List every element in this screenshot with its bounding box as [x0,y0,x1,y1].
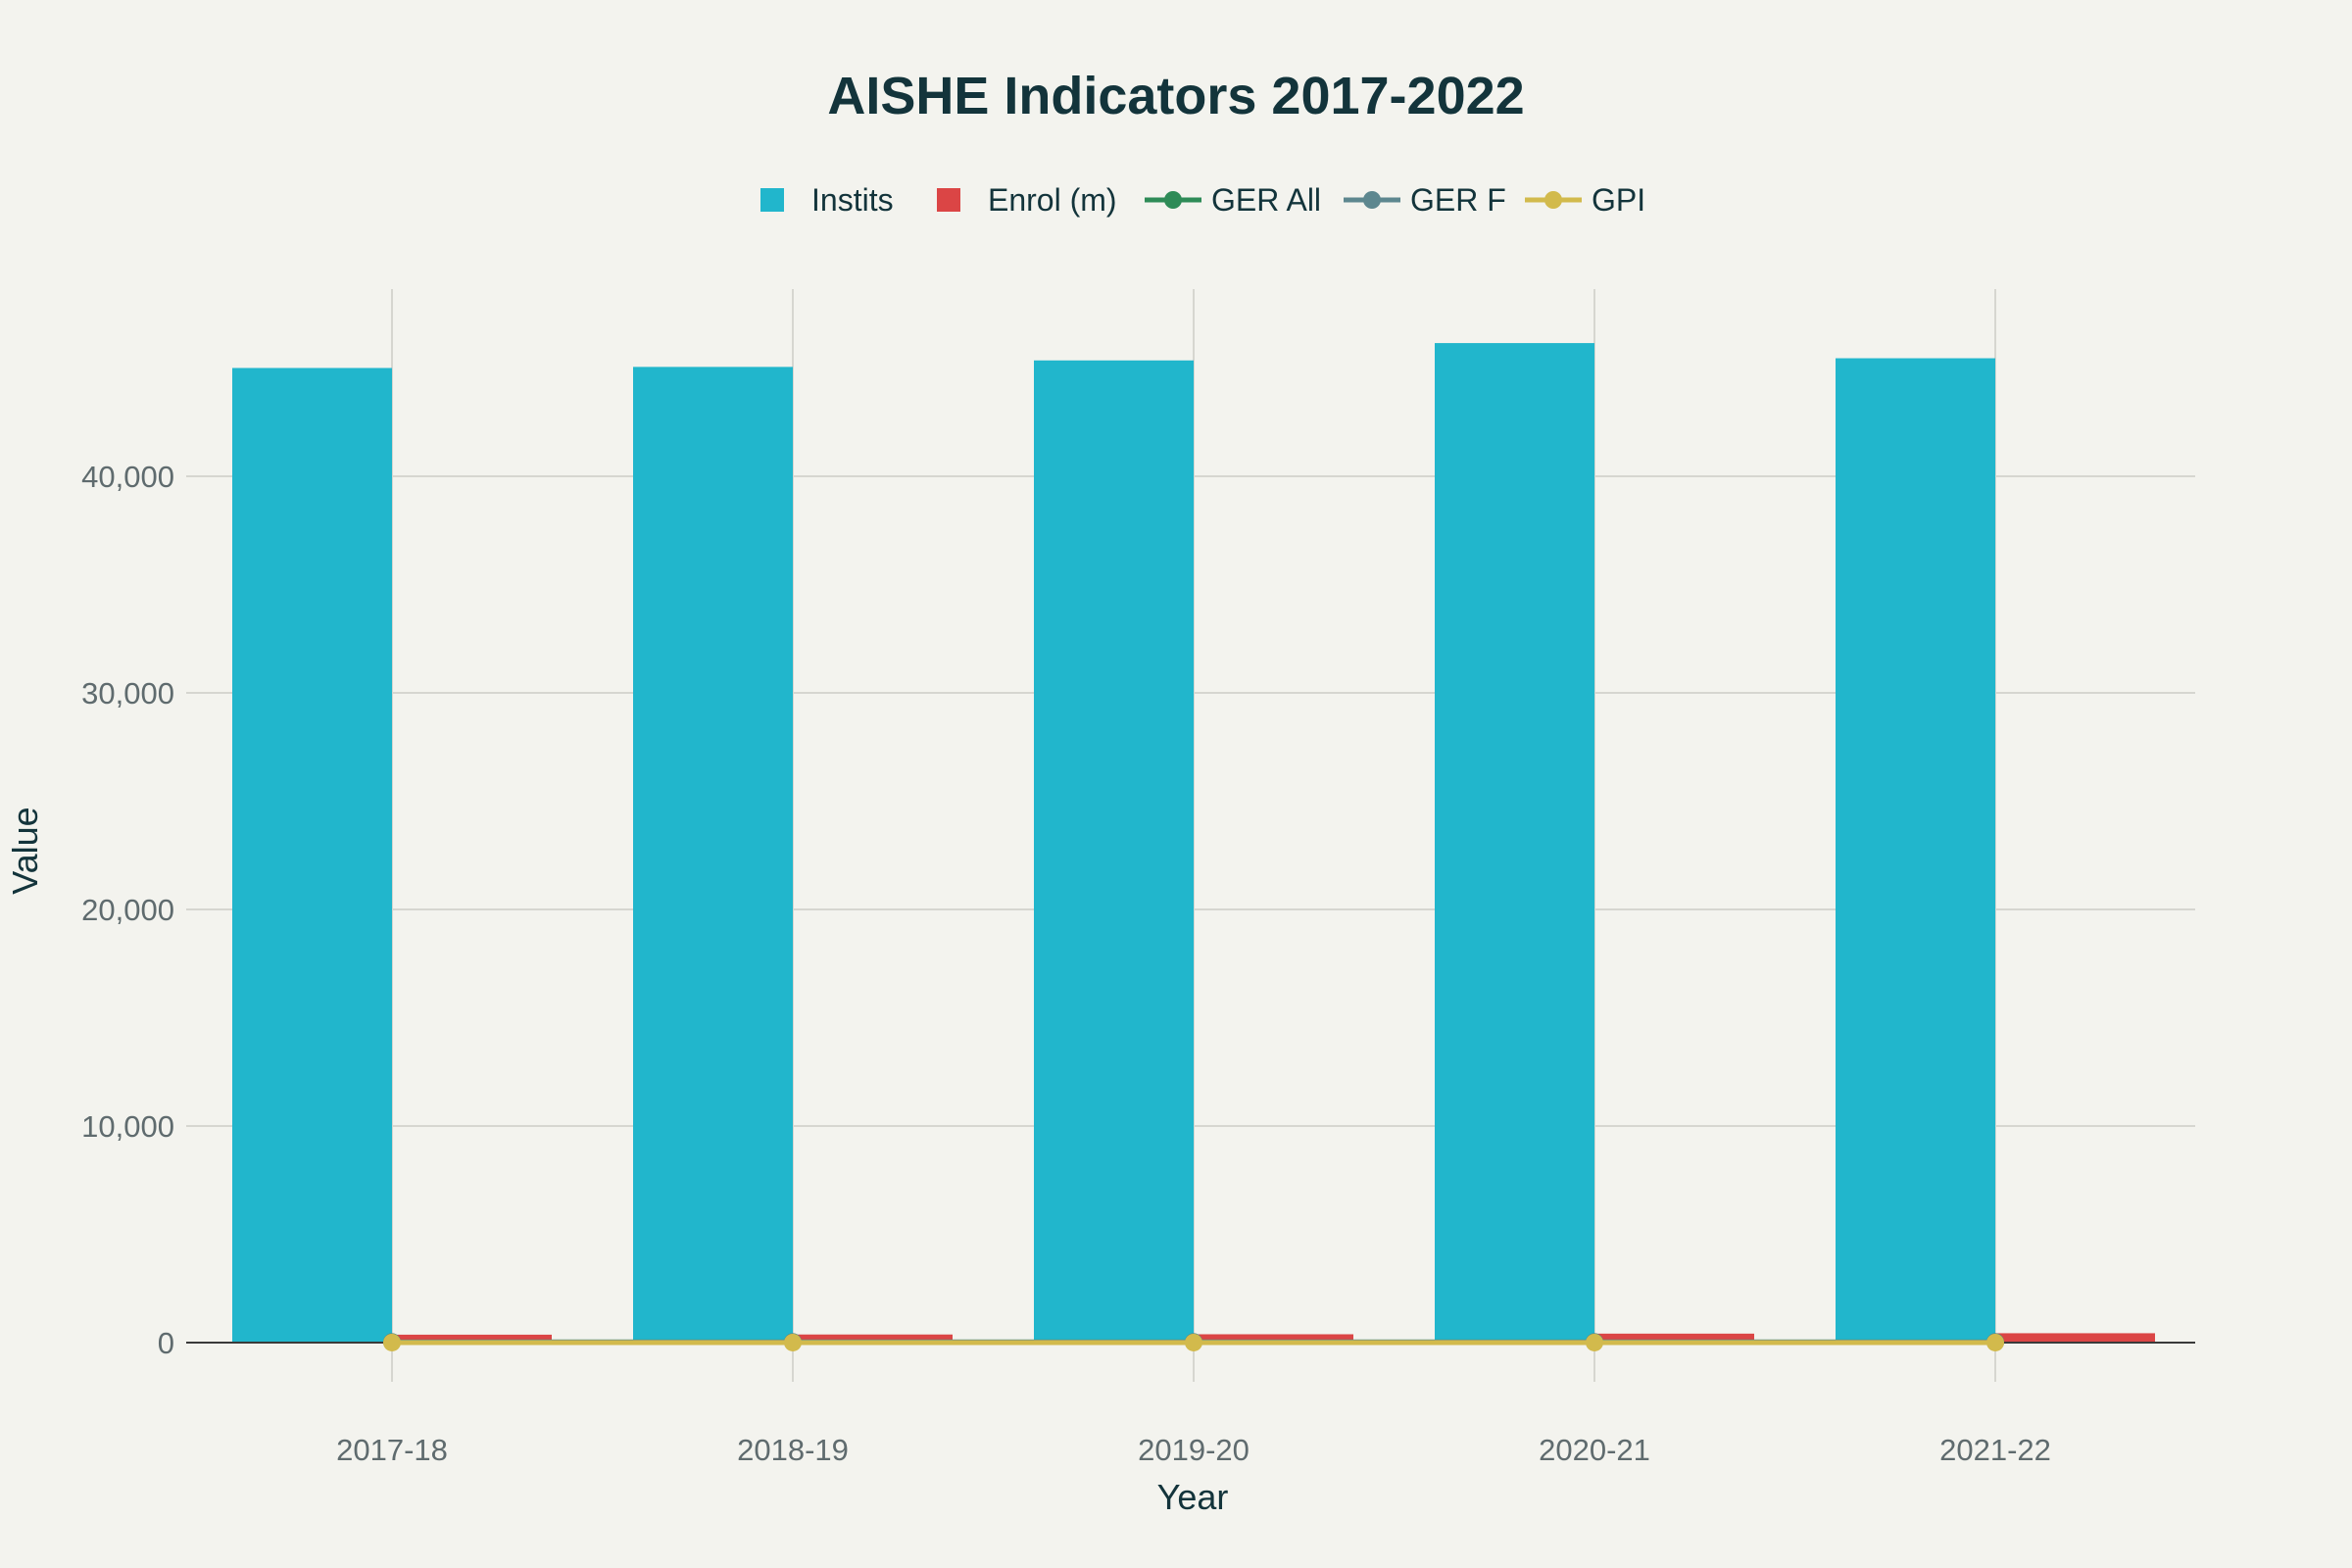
x-tick-label: 2020-21 [1539,1433,1650,1467]
bar-instits-2021-22 [1836,358,1995,1343]
legend-label: GER All [1211,182,1321,218]
bar-enrol-m-2017-18 [392,1334,552,1343]
y-tick-label: 10,000 [81,1109,174,1144]
bar-instits-2019-20 [1034,360,1194,1343]
bar-enrol-m-2020-21 [1594,1333,1754,1343]
x-tick-label: 2021-22 [1939,1433,2051,1467]
x-tick-label: 2018-19 [737,1433,849,1467]
point-gpi-2017-18 [383,1333,401,1351]
bar-instits-2018-19 [633,367,793,1343]
chart-title: AISHE Indicators 2017-2022 [827,67,1524,125]
y-tick-label: 40,000 [81,460,174,494]
legend-item-instits[interactable]: Instits [760,182,894,218]
x-tick-label: 2017-18 [336,1433,448,1467]
x-tick-label: 2019-20 [1138,1433,1250,1467]
x-axis-ticks: 2017-18 2018-19 2019-20 2020-21 2021-22 [336,1433,2051,1467]
legend-swatch-marker [1544,191,1562,209]
legend-swatch-marker [1363,191,1381,209]
legend-label: GPI [1592,182,1645,218]
point-gpi-2018-19 [784,1333,802,1351]
y-axis-ticks: 0 10,000 20,000 30,000 40,000 [81,460,174,1360]
legend-item-gpi[interactable]: GPI [1525,182,1645,218]
legend-label: GER F [1410,182,1506,218]
bar-enrol-m-2018-19 [793,1334,953,1343]
point-gpi-2021-22 [1986,1333,2004,1351]
bar-instits-2020-21 [1435,343,1594,1344]
legend: Instits Enrol (m) GER All GER F GPI [760,182,1645,218]
bars [186,343,2195,1344]
y-axis-title: Value [5,807,45,894]
legend-item-ger-all[interactable]: GER All [1145,182,1321,218]
legend-item-enrol-m[interactable]: Enrol (m) [937,182,1117,218]
bar-enrol-m-2019-20 [1194,1334,1353,1343]
y-tick-label: 30,000 [81,676,174,710]
y-tick-label: 20,000 [81,893,174,927]
legend-label: Instits [811,182,894,218]
legend-item-ger-f[interactable]: GER F [1344,182,1506,218]
legend-label: Enrol (m) [988,182,1117,218]
bar-enrol-m-2021-22 [1995,1333,2155,1343]
x-axis-title: Year [1157,1477,1229,1517]
point-gpi-2019-20 [1185,1333,1202,1351]
bar-instits-2017-18 [232,368,392,1343]
series-lines [383,1333,2004,1351]
legend-swatch-marker [1164,191,1182,209]
point-gpi-2020-21 [1586,1333,1603,1351]
legend-swatch [760,188,784,212]
legend-swatch [937,188,960,212]
y-tick-label: 0 [158,1326,174,1360]
